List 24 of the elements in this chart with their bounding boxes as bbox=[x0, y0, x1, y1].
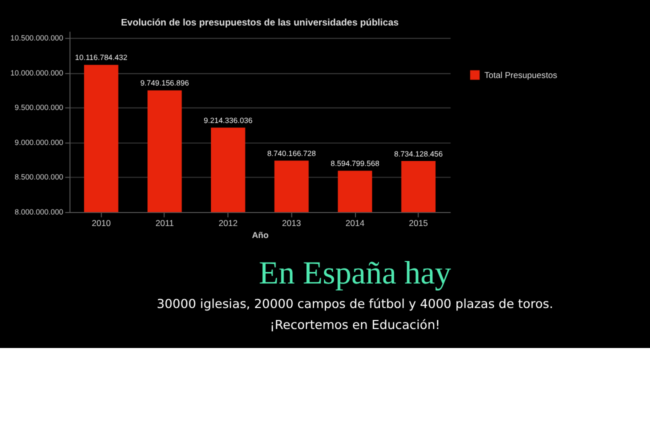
data-label: 8.594.799.568 bbox=[330, 158, 380, 168]
x-axis-title: Año bbox=[252, 230, 269, 240]
text: 30000 iglesias, 20000 campos de fútbol y 4000 plazas de toros. bbox=[156, 297, 554, 312]
data-label: 9.214.336.036 bbox=[204, 116, 252, 125]
y-tick-label: 9.500.000.000 bbox=[14, 103, 64, 112]
x-tick-label: 2014 bbox=[345, 218, 365, 228]
x-tick-label: 2015 bbox=[408, 218, 428, 228]
data-label: 8.740.166.728 bbox=[267, 148, 316, 158]
y-tick-label: 9.000.000.000 bbox=[14, 138, 64, 147]
x-tick-label: 2013 bbox=[282, 218, 302, 228]
text: En España hay bbox=[258, 254, 452, 290]
text: ¡Recortemos en Educación! bbox=[270, 318, 440, 332]
x-tick-label: 2012 bbox=[218, 218, 238, 228]
legend-label: Total Presupuestos bbox=[484, 70, 558, 80]
x-tick-label: 2010 bbox=[92, 218, 111, 228]
chart-title: Evolución de los presupuestos de las universidades públicas bbox=[120, 18, 399, 29]
data-label: 9.749.156.896 bbox=[140, 78, 189, 88]
data-label: 8.734.128.456 bbox=[394, 149, 443, 158]
y-tick-label: 10.500.000.000 bbox=[10, 34, 64, 43]
data-label: 10.116.784.432 bbox=[75, 53, 128, 62]
y-tick-label: 8.500.000.000 bbox=[14, 172, 64, 182]
y-tick-label: 8.000.000.000 bbox=[14, 207, 64, 216]
x-tick-label: 2011 bbox=[155, 218, 174, 228]
y-tick-label: 10.000.000.000 bbox=[10, 68, 64, 78]
